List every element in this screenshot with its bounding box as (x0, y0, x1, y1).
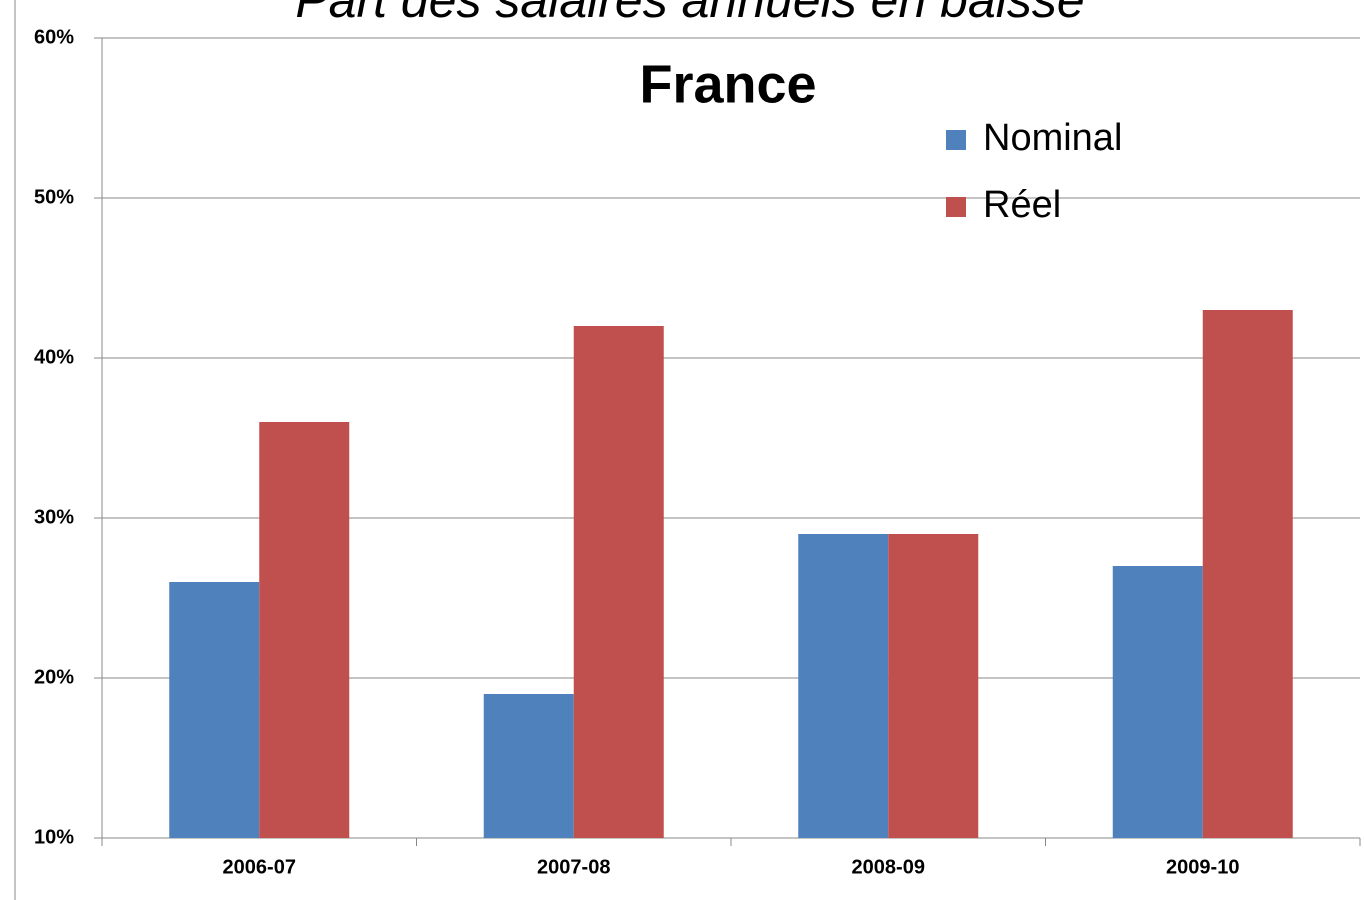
bar (169, 582, 260, 838)
x-tick-label: 2007-08 (537, 856, 610, 878)
legend-swatch (946, 197, 966, 217)
bar (483, 694, 574, 838)
legend-swatch (946, 130, 966, 150)
x-tick-label: 2006-07 (223, 856, 296, 878)
y-tick-label: 30% (34, 506, 74, 528)
bar (573, 326, 664, 838)
chart-title: Part des salaires annuels en baisse (295, 0, 1084, 28)
bar (1202, 310, 1293, 838)
legend-label: Réel (983, 184, 1061, 226)
x-tick-label: 2008-09 (852, 856, 925, 878)
x-tick-label: 2009-10 (1166, 856, 1239, 878)
y-tick-label: 10% (34, 826, 74, 848)
y-tick-label: 60% (34, 26, 74, 48)
bar (1112, 566, 1203, 838)
bar (798, 534, 889, 838)
bar (259, 422, 350, 838)
y-tick-label: 50% (34, 186, 74, 208)
y-tick-label: 20% (34, 666, 74, 688)
y-tick-label: 40% (34, 346, 74, 368)
chart-subtitle: France (639, 54, 816, 114)
bar (888, 534, 979, 838)
legend-label: Nominal (983, 117, 1122, 159)
